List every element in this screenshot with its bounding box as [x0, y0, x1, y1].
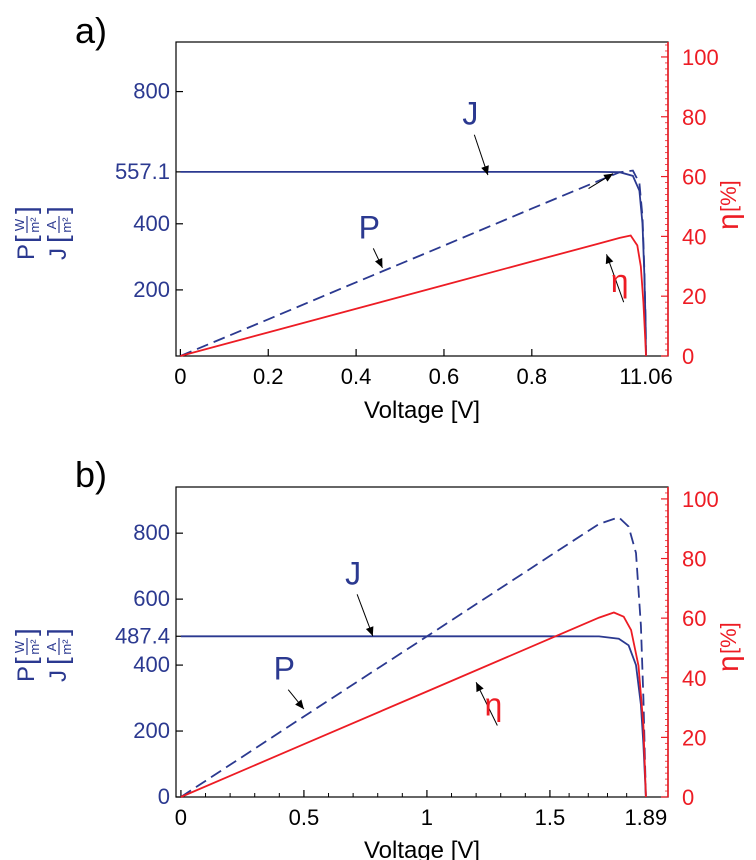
annotation-label: η: [484, 687, 502, 723]
x-tick-label: 11.06: [619, 364, 672, 389]
bracket: ]: [42, 628, 73, 636]
eta-unit: [%]: [716, 180, 741, 212]
y-left-tick-label: 557.1: [115, 159, 170, 184]
x-tick-label: 0.2: [253, 364, 284, 389]
x-tick-label: 1.5: [535, 805, 566, 830]
unit-numerator: W: [12, 218, 27, 231]
annotation-arrowhead: [605, 254, 614, 265]
bracket: ]: [10, 628, 41, 636]
plot-frame: [175, 41, 669, 357]
y-left-symbol: J: [45, 670, 72, 682]
x-tick-label: 0: [174, 364, 186, 389]
panel-a: a) 0 0.2 0.4 0.6 0.8 11.06 200 400 557.1 800 0 20 40 6…: [10, 10, 745, 424]
y-left-tick-label: 800: [133, 79, 170, 104]
unit-numerator: A: [44, 220, 59, 229]
annotation-label: J: [345, 555, 361, 591]
x-tick-label: 0.6: [429, 364, 460, 389]
bracket: [: [42, 657, 73, 665]
panel-b: b) 0 0.5 1 1.5 1.89 0 200 400 487.4 600 800 0 20 40 60 8…: [10, 454, 745, 860]
y-right-tick-label: 20: [682, 284, 706, 309]
bracket: ]: [42, 206, 73, 214]
x-tick-label: 0.4: [341, 364, 372, 389]
y-right-tick-label: 100: [682, 487, 719, 512]
plot-frame: [175, 486, 669, 798]
series-j-line: [180, 635, 647, 798]
x-tick-label: 1: [421, 805, 433, 830]
annotation-label: J: [462, 96, 478, 132]
y-left-tick-label: 800: [133, 520, 170, 545]
bracket: [: [10, 657, 41, 665]
annotation-arrowhead: [476, 682, 484, 693]
x-tick-label: 0.8: [517, 364, 548, 389]
y-right-tick-label: 40: [682, 224, 706, 249]
series-eta-line: [180, 234, 647, 357]
y-left-tick-label: 0: [158, 784, 170, 809]
y-right-axis-title: η[%]: [712, 180, 745, 230]
bracket: [: [42, 235, 73, 243]
y-right-tick-label: 0: [682, 785, 694, 810]
y-left-symbol: P: [13, 666, 40, 682]
y-right-tick-label: 80: [682, 547, 706, 572]
y-right-tick-label: 100: [682, 45, 719, 70]
y-left-symbol: P: [13, 244, 40, 260]
annotation-arrowhead: [603, 173, 614, 182]
x-axis-title: Voltage [V]: [364, 837, 480, 860]
y-left-tick-label: 600: [133, 586, 170, 611]
unit-denominator: m²: [59, 639, 74, 655]
series-p-line: [180, 169, 647, 357]
y-left-tick-label: 487.4: [115, 623, 170, 648]
annotation-arrowhead: [375, 257, 383, 268]
y-left-tick-label: 200: [133, 277, 170, 302]
y-left-symbol: J: [45, 248, 72, 260]
unit-denominator: m²: [59, 217, 74, 233]
series-eta-line: [180, 611, 647, 798]
bracket: ]: [10, 206, 41, 214]
bracket: [: [10, 235, 41, 243]
x-tick-label: 0: [175, 805, 187, 830]
eta-symbol: η: [712, 213, 745, 230]
panel-label: b): [75, 454, 107, 495]
y-left-tick-label: 400: [133, 652, 170, 677]
y-right-tick-label: 0: [682, 344, 694, 369]
panel-label: a): [75, 10, 107, 51]
y-left-tick-label: 200: [133, 718, 170, 743]
annotation-arrowhead: [295, 699, 304, 710]
y-right-tick-label: 60: [682, 165, 706, 190]
y-right-tick-label: 40: [682, 666, 706, 691]
x-tick-label: 1.89: [624, 805, 667, 830]
y-right-tick-label: 60: [682, 606, 706, 631]
y-right-tick-label: 20: [682, 725, 706, 750]
annotation-label: η: [611, 263, 629, 299]
y-left-axis-title: P[W m²]J[A m²]: [10, 206, 74, 260]
annotation-arrowhead: [365, 626, 374, 637]
y-right-axis-title: η[%]: [712, 622, 745, 672]
y-right-tick-label: 80: [682, 105, 706, 130]
x-tick-label: 0.5: [289, 805, 320, 830]
unit-denominator: m²: [27, 639, 42, 655]
unit-numerator: A: [44, 642, 59, 651]
annotation-arrowhead: [481, 165, 489, 176]
eta-symbol: η: [712, 655, 745, 672]
unit-numerator: W: [12, 640, 27, 653]
annotation-label: P: [274, 651, 295, 687]
y-left-tick-label: 400: [133, 211, 170, 236]
eta-unit: [%]: [716, 622, 741, 654]
x-axis-title: Voltage [V]: [364, 397, 480, 424]
annotation-label: P: [359, 209, 380, 245]
series-j-line: [180, 171, 647, 357]
y-left-axis-title: P[W m²]J[A m²]: [10, 628, 74, 682]
series-p-line: [180, 516, 647, 798]
unit-denominator: m²: [27, 217, 42, 233]
